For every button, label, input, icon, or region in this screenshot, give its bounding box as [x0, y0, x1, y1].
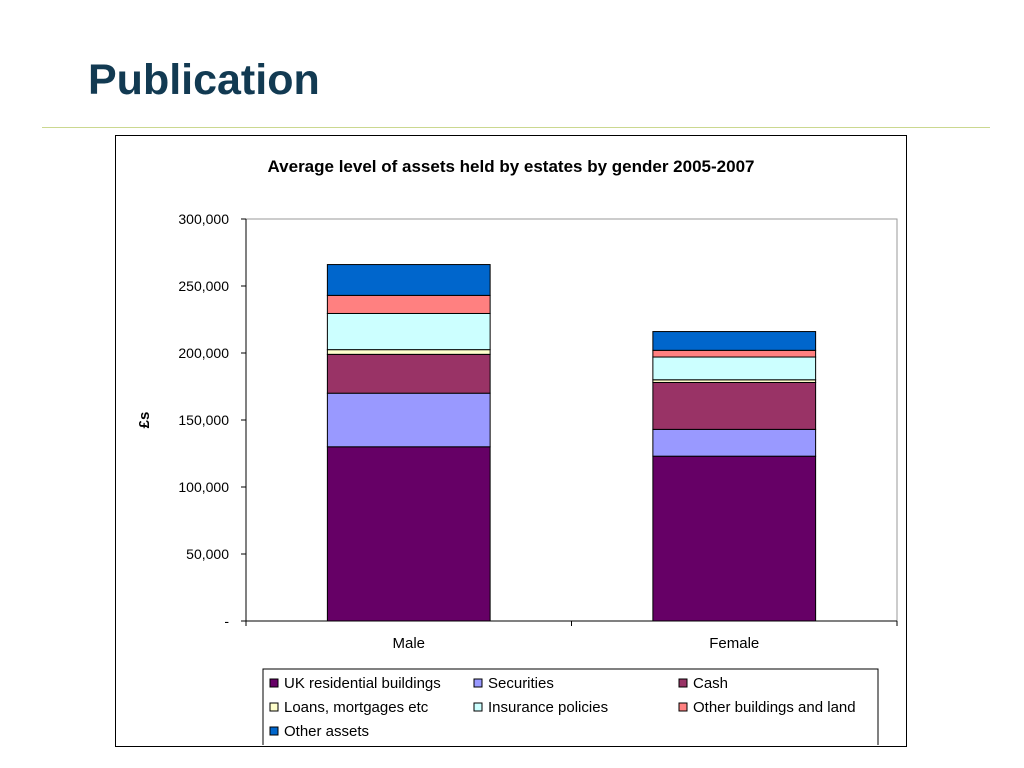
y-tick-label: 150,000	[178, 412, 229, 428]
bar-segment	[326, 312, 491, 351]
bar-segment	[652, 331, 817, 351]
legend-entry-label: Cash	[693, 675, 728, 692]
legend-entry-label: Other buildings and land	[693, 699, 856, 716]
bar-segment	[326, 392, 491, 448]
legend-swatch	[269, 702, 279, 712]
y-tick-label: 300,000	[178, 211, 229, 227]
plot-area: - 50,000 100,000 150,000 200,000 250,000 300,0…	[178, 211, 898, 652]
y-tick-label: 50,000	[186, 546, 229, 562]
legend-entry-label: Securities	[488, 675, 554, 692]
bar-segment	[652, 349, 817, 358]
slide-title: Publication	[88, 56, 320, 104]
legend-swatch	[269, 678, 279, 688]
chart-title: Average level of assets held by estates …	[268, 157, 755, 176]
bar-segment	[326, 294, 491, 314]
legend-swatch	[473, 702, 483, 712]
stacked-bar-chart: Average level of assets held by estates …	[136, 157, 898, 748]
legend-box	[262, 668, 879, 748]
chart-frame: Average level of assets held by estates …	[115, 135, 907, 748]
bar-segment	[652, 381, 817, 430]
legend-swatch	[473, 678, 483, 688]
legend-entry-label: Loans, mortgages etc	[284, 699, 429, 716]
legend-swatch	[269, 726, 279, 736]
y-tick-label: 250,000	[178, 278, 229, 294]
bar-segment	[652, 455, 817, 622]
bar-segment	[326, 446, 491, 622]
y-tick-label: -	[224, 613, 229, 629]
y-tick-label: 100,000	[178, 479, 229, 495]
bar-segment	[326, 264, 491, 296]
legend-swatch	[678, 678, 688, 688]
legend-swatch	[678, 702, 688, 712]
y-axis-label: £s	[136, 412, 153, 429]
bar-segment	[652, 356, 817, 381]
bar-segment	[326, 353, 491, 394]
legend-entry-label: Other assets	[284, 723, 369, 740]
x-tick-label: Male	[392, 635, 425, 652]
legend-entry-label: Insurance policies	[488, 699, 608, 716]
legend: UK residential buildings Securities Cash Lo…	[262, 668, 879, 748]
x-tick-label: Female	[709, 635, 759, 652]
y-tick-label: 200,000	[178, 345, 229, 361]
title-divider	[42, 127, 990, 128]
bar-segment	[652, 428, 817, 457]
legend-entry-label: UK residential buildings	[284, 675, 441, 692]
bar-segment	[326, 349, 491, 355]
